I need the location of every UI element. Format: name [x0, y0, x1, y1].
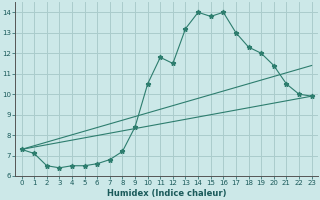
X-axis label: Humidex (Indice chaleur): Humidex (Indice chaleur) [107, 189, 226, 198]
